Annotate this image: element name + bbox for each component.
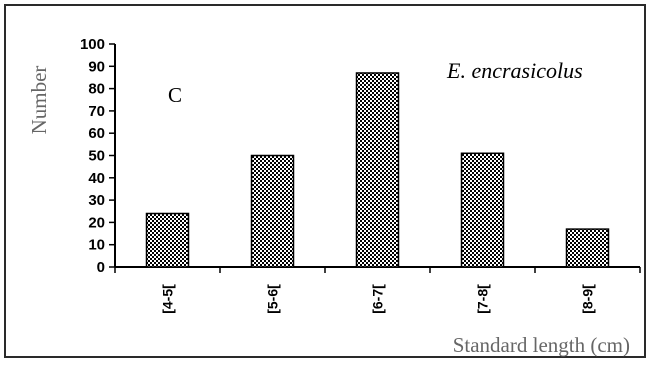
bar	[355, 72, 400, 268]
y-axis-title: Number	[27, 66, 51, 135]
y-tick-label: 20	[88, 214, 105, 231]
y-tick-label: 70	[88, 103, 105, 120]
chart-frame	[4, 4, 646, 358]
bar	[250, 154, 295, 268]
y-tick-label: 60	[88, 125, 105, 142]
y-tick-label: 0	[97, 259, 105, 276]
y-tick-label: 90	[88, 58, 105, 75]
y-tick-label: 100	[80, 36, 105, 53]
x-tick-label: [8-9[	[580, 284, 596, 314]
panel-label: C	[168, 83, 182, 107]
bar	[565, 228, 610, 268]
y-tick-label: 80	[88, 81, 105, 98]
bar	[145, 212, 190, 268]
x-tick-label: [5-6[	[265, 284, 281, 314]
plot-area: 0 10 20 30 40 50 60 70 80 90 100 [4-5[ [5-6[ [6-7[ [7-…	[80, 36, 641, 314]
y-tick-label: 10	[88, 237, 105, 254]
x-tick-label: [7-8[	[475, 284, 491, 314]
x-tick-label: [6-7[	[370, 284, 386, 314]
y-tick-label: 30	[88, 192, 105, 209]
y-tick-label: 40	[88, 170, 105, 187]
x-axis-title: Standard length (cm)	[453, 333, 630, 357]
bar	[460, 152, 505, 268]
species-label: E. encrasicolus	[446, 58, 583, 83]
x-tick-label: [4-5[	[160, 284, 176, 314]
y-tick-label: 50	[88, 148, 105, 165]
